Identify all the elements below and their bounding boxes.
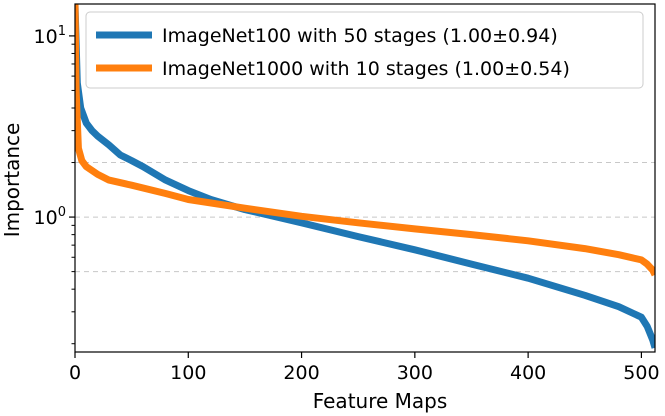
legend: ImageNet100 with 50 stages (1.00±0.94) Im… (85, 11, 644, 89)
x-axis: 0 100 200 300 400 500 (69, 352, 660, 384)
legend-label: ImageNet100 with 50 stages (1.00±0.94) (162, 25, 558, 47)
x-tick-label: 100 (170, 362, 206, 384)
x-tick-label: 300 (397, 362, 433, 384)
x-tick-label: 0 (69, 362, 81, 384)
series-line-2 (75, 4, 655, 277)
x-tick-label: 200 (283, 362, 319, 384)
plot-lines (75, 4, 655, 349)
y-axis: 100 101 (34, 24, 75, 345)
x-axis-title: Feature Maps (313, 389, 448, 413)
plot-frame (74, 3, 656, 353)
y-axis-title: Importance (0, 123, 24, 238)
gridlines (75, 162, 655, 273)
y-tick-label: 101 (34, 24, 66, 48)
x-tick-label: 500 (623, 362, 659, 384)
x-tick-label: 400 (510, 362, 546, 384)
legend-label: ImageNet1000 with 10 stages (1.00±0.54) (162, 58, 570, 80)
y-tick-label: 100 (34, 205, 66, 229)
legend-box (85, 11, 644, 89)
